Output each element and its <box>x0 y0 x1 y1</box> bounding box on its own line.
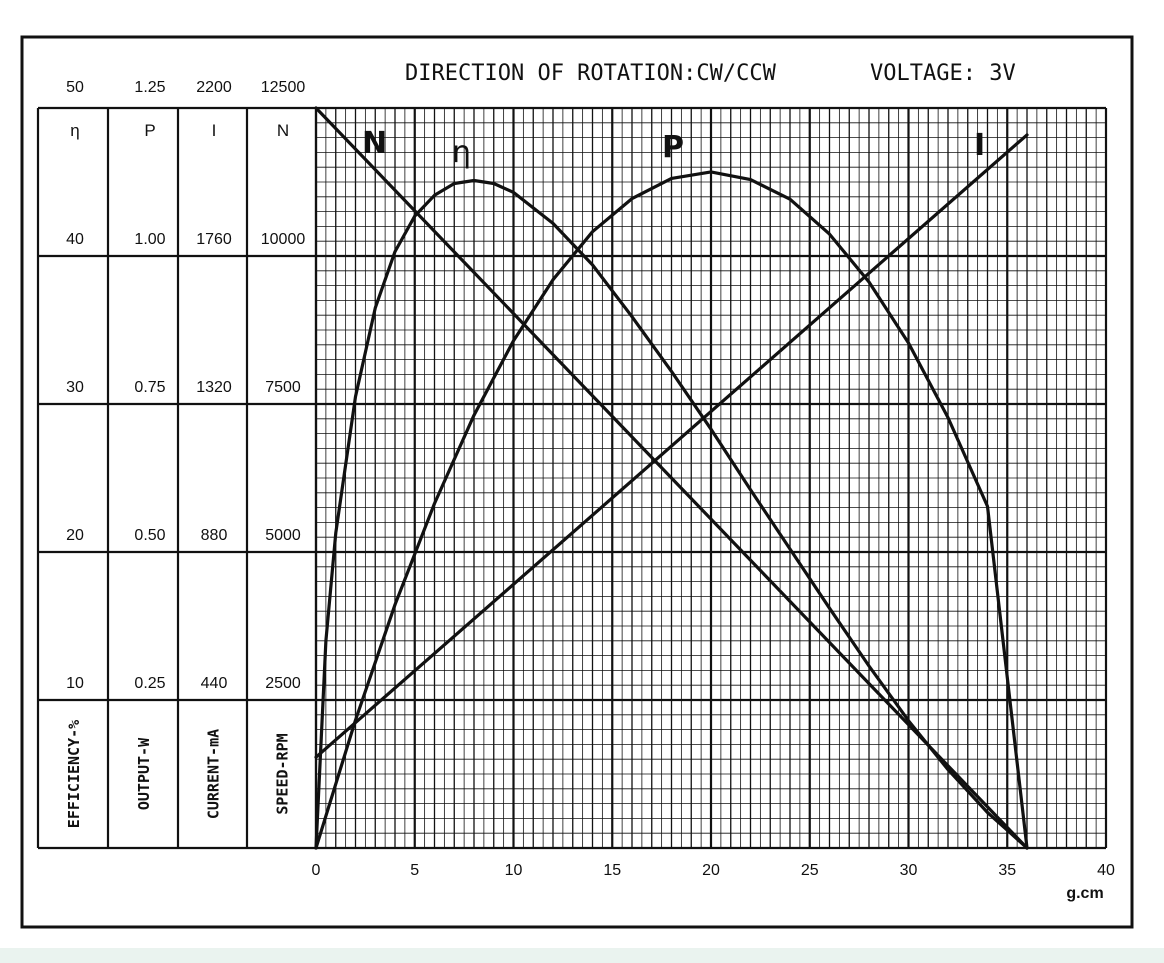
axis-tick-label-I: 440 <box>201 675 228 692</box>
plot-grid <box>314 106 1108 850</box>
axis-symbol-P: P <box>144 121 155 140</box>
curve-label-i: I <box>974 128 985 163</box>
x-tick-label: 40 <box>1097 862 1115 879</box>
series-line-P <box>314 170 1029 850</box>
axis-tick-label-P: 0.25 <box>134 675 165 692</box>
axis-tick-label-N: 10000 <box>261 231 306 248</box>
axis-symbol-N: N <box>277 121 289 140</box>
axis-symbol-eta: η <box>70 121 79 140</box>
axis-tick-label-I: 880 <box>201 527 228 544</box>
series-line-I <box>314 133 1029 759</box>
x-tick-label: 0 <box>312 862 321 879</box>
axis-scale-table: η 50 40 30 20 10 EFFICIENCY-% P 1.25 1.00 0.75 0.50… <box>36 79 318 850</box>
x-axis-ticks: 0 5 10 15 20 25 30 35 40 <box>312 862 1115 879</box>
axis-tick-label-eta: 40 <box>66 231 84 248</box>
chart-subtitle: VOLTAGE: 3V <box>870 61 1016 86</box>
x-tick-label: 30 <box>900 862 918 879</box>
curve-label-eta: η <box>452 135 471 170</box>
axis-tick-label-N: 7500 <box>265 379 301 396</box>
axis-title-eta: EFFICIENCY-% <box>65 720 83 828</box>
bottom-band <box>0 948 1164 963</box>
axis-symbol-I: I <box>212 121 217 140</box>
axis-tick-label-N: 12500 <box>261 79 306 96</box>
axis-tick-label-P: 0.50 <box>134 527 165 544</box>
curve-label-p: P <box>662 130 684 165</box>
performance-curves <box>314 106 1029 850</box>
x-tick-label: 15 <box>603 862 621 879</box>
x-tick-label: 10 <box>505 862 523 879</box>
series-line-N <box>314 106 1029 850</box>
curve-label-n: N <box>362 126 387 161</box>
axis-title-N: SPEED-RPM <box>274 733 292 814</box>
axis-tick-label-eta: 30 <box>66 379 84 396</box>
axis-tick-label-N: 2500 <box>265 675 301 692</box>
x-tick-label: 25 <box>801 862 819 879</box>
axis-tick-label-I: 1760 <box>196 231 232 248</box>
chart-title: DIRECTION OF ROTATION:CW/CCW <box>405 61 777 86</box>
x-axis-unit: g.cm <box>1066 885 1103 902</box>
axis-tick-label-eta: 10 <box>66 675 84 692</box>
series-line-eta <box>314 178 1029 850</box>
outer-border <box>20 35 1134 929</box>
x-tick-label: 5 <box>410 862 419 879</box>
axis-title-I: CURRENT-mA <box>205 729 223 819</box>
axis-tick-label-P: 1.00 <box>134 231 165 248</box>
axis-title-P: OUTPUT-W <box>135 737 153 810</box>
axis-tick-label-P: 0.75 <box>134 379 165 396</box>
axis-tick-label-eta: 20 <box>66 527 84 544</box>
axis-tick-label-eta: 50 <box>66 79 84 96</box>
axis-tick-label-P: 1.25 <box>134 79 165 96</box>
axis-tick-label-I: 2200 <box>196 79 232 96</box>
x-tick-label: 35 <box>998 862 1016 879</box>
x-tick-label: 20 <box>702 862 720 879</box>
axis-tick-label-N: 5000 <box>265 527 301 544</box>
axis-tick-label-I: 1320 <box>196 379 232 396</box>
